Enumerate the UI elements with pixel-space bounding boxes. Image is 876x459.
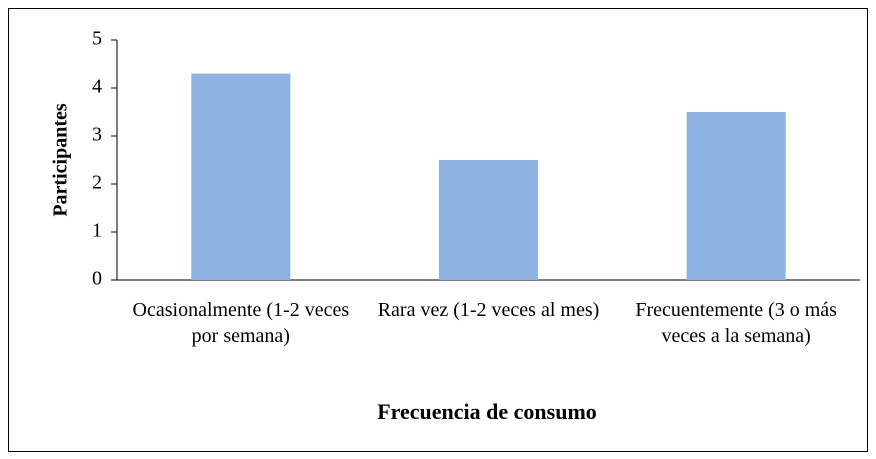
- x-tick-label: Ocasionalmente (1-2 veces por semana): [132, 299, 350, 347]
- y-axis-title: Participantes: [50, 103, 72, 217]
- y-tick-label: 3: [92, 124, 102, 146]
- bar: [438, 160, 539, 280]
- y-tick-label: 2: [92, 172, 102, 194]
- x-tick-label: Frecuentemente (3 o más veces a la seman…: [635, 299, 837, 347]
- bar: [191, 73, 291, 280]
- y-tick-label: 5: [92, 28, 102, 50]
- y-tick-label: 4: [92, 76, 102, 98]
- x-axis-title: Frecuencia de consumo: [377, 399, 597, 424]
- bar: [686, 112, 786, 280]
- x-tick-label: Rara vez (1-2 veces al mes): [377, 299, 600, 321]
- y-tick-label: 1: [92, 220, 102, 242]
- y-tick-label: 0: [92, 268, 102, 290]
